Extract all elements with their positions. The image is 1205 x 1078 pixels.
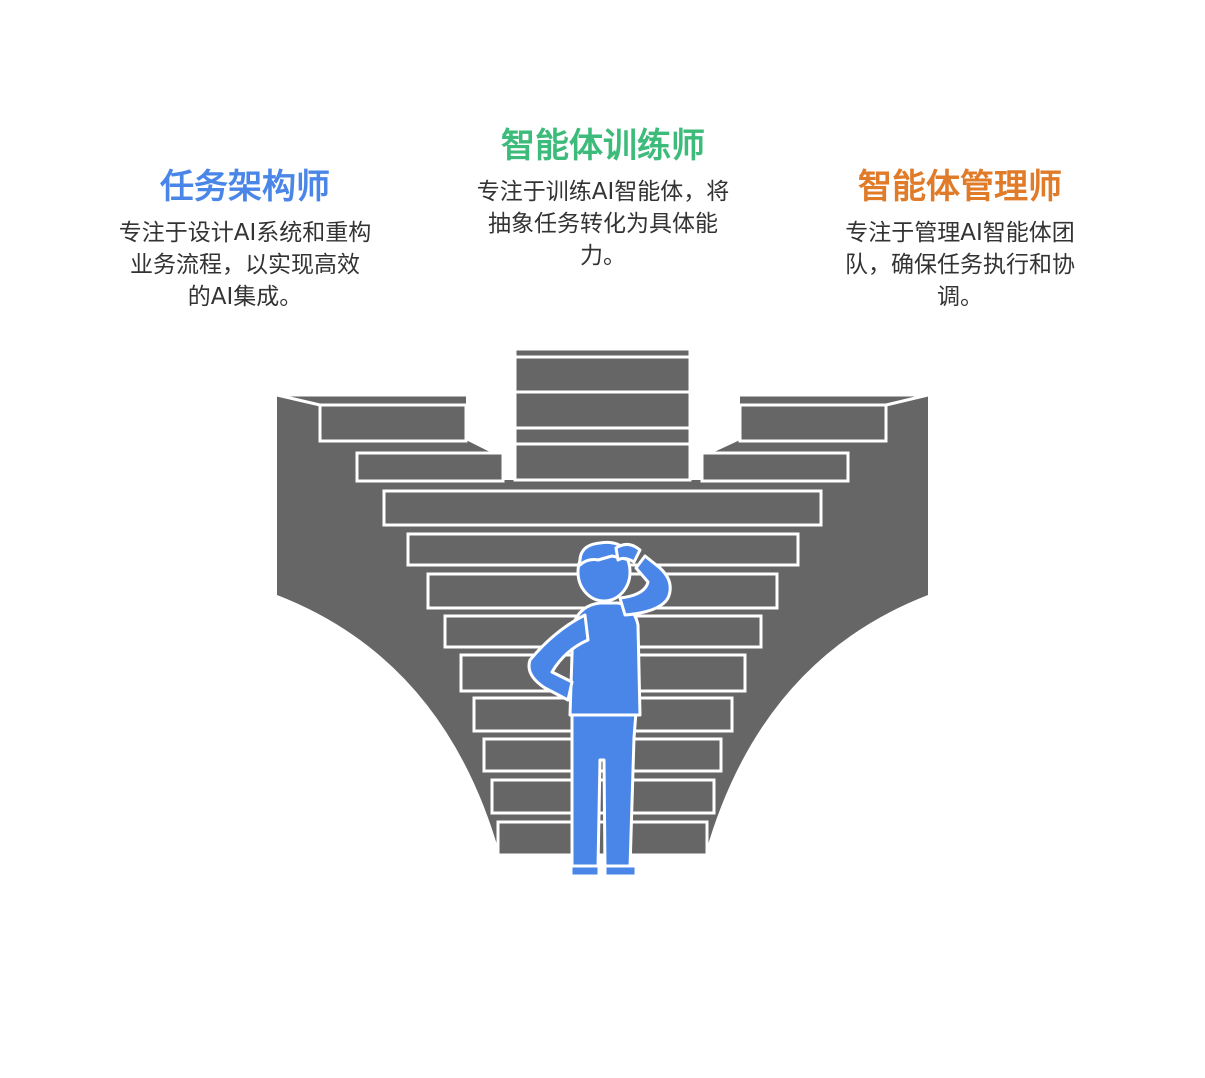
wall-edge: [885, 393, 929, 407]
role-agent-trainer: 智能体训练师 专注于训练AI智能体，将 抽象任务转化为具体能 力。: [440, 124, 766, 272]
tower-step: [513, 426, 692, 446]
desc-line: 力。: [580, 243, 626, 269]
role-desc-task-architect: 专注于设计AI系统和重构 业务流程，以实现高效 的AI集成。: [90, 217, 400, 313]
person-legs: [570, 710, 638, 870]
desc-line: 专注于设计AI系统和重构: [118, 220, 372, 246]
right-step: [700, 451, 850, 483]
thinking-person: [527, 540, 672, 878]
desc-line: 调。: [937, 284, 983, 310]
desc-line: 专注于管理AI智能体团: [845, 220, 1075, 246]
left-step: [355, 451, 505, 483]
side-steps: [276, 393, 929, 483]
desc-line: 专注于训练AI智能体，将: [476, 179, 730, 205]
role-title-agent-trainer: 智能体训练师: [501, 126, 705, 166]
desc-line: 业务流程，以实现高效: [130, 252, 360, 278]
person-right-arm: [618, 554, 672, 617]
central-tower: [513, 347, 692, 482]
person-left-arm: [527, 613, 590, 702]
stair-step: [382, 489, 823, 527]
left-step: [318, 403, 468, 443]
tower-step: [513, 442, 692, 482]
tower-step: [513, 355, 692, 394]
role-desc-agent-trainer: 专注于训练AI智能体，将 抽象任务转化为具体能 力。: [440, 176, 766, 272]
desc-line: 的AI集成。: [187, 284, 303, 310]
role-title-task-architect: 任务架构师: [160, 167, 330, 207]
person-hand: [614, 543, 642, 564]
desc-line: 抽象任务转化为具体能: [488, 211, 718, 237]
role-title-agent-manager: 智能体管理师: [858, 167, 1062, 207]
role-desc-agent-manager: 专注于管理AI智能体团 队，确保任务执行和协 调。: [805, 217, 1115, 313]
wall-edge: [276, 393, 321, 407]
person-right-shoe: [603, 864, 638, 878]
desc-line: 队，确保任务执行和协: [845, 252, 1075, 278]
stair-step: [496, 820, 709, 857]
tower-step: [513, 390, 692, 430]
role-agent-manager: 智能体管理师 专注于管理AI智能体团 队，确保任务执行和协 调。: [805, 165, 1115, 313]
gap-right: [691, 395, 740, 480]
right-step: [738, 403, 888, 443]
gap-left: [466, 395, 514, 480]
person-left-shoe: [569, 864, 601, 878]
role-task-architect: 任务架构师 专注于设计AI系统和重构 业务流程，以实现高效 的AI集成。: [90, 165, 400, 313]
